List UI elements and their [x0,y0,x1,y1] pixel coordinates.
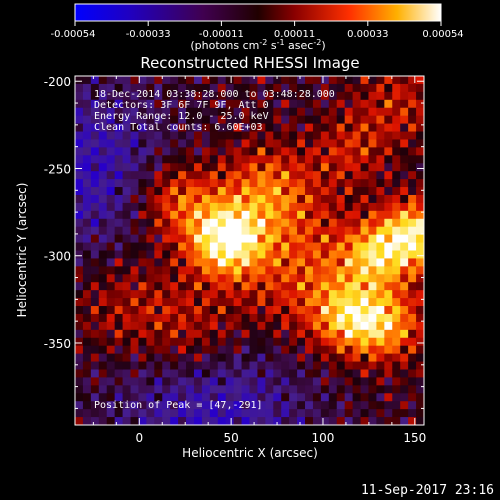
colorbar-tick-label: -0.00054 [51,29,96,40]
y-tick-label: -200 [44,75,71,89]
plot-frame [74,75,425,426]
colorbar-frame [74,3,442,22]
annotation-energy: Energy Range: 12.0 - 25.0 keV [94,111,269,122]
y-tick-label: -350 [44,337,71,351]
chart-title: Reconstructed RHESSI Image [140,54,359,72]
annotation-detectors: Detectors: 3F 6F 7F 9F, Att 0 [94,100,269,111]
annotation-time: 18-Dec-2014 03:38:28.000 to 03:48:28.000 [94,89,335,100]
x-tick-label: 100 [312,431,335,445]
x-axis-label: Heliocentric X (arcsec) [182,446,318,460]
colorbar-ticks: -0.00054 -0.00033 -0.00011 0.00011 0.00033 0.… [51,21,464,40]
colorbar-tick-label: 0.00054 [422,29,463,40]
y-axis-label: Heliocentric Y (arcsec) [15,183,29,318]
annotation-peak: Position of Peak = [47,-291] [94,400,263,411]
annotation-clean: Clean Total counts: 6.60E+03 [94,122,263,133]
heatmap-image [75,76,424,425]
colorbar [75,4,441,21]
colorbar-tick-label: 0.00033 [347,29,388,40]
colorbar-tick-label: 0.00011 [274,29,315,40]
axis-ticks: 0 50 100 150 -200 -250 -300 -350 [44,75,427,445]
colorbar-tick-label: -0.00033 [126,29,171,40]
x-tick-label: 50 [223,431,238,445]
y-tick-label: -250 [44,162,71,176]
y-tick-label: -300 [44,250,71,264]
x-tick-label: 150 [403,431,426,445]
footer-timestamp: 11-Sep-2017 23:16 [361,483,494,498]
colorbar-tick-label: -0.00011 [199,29,244,40]
colorbar-unit-label: (photons cm-2 s-1 asec-2) [190,38,325,52]
x-tick-label: 0 [135,431,143,445]
